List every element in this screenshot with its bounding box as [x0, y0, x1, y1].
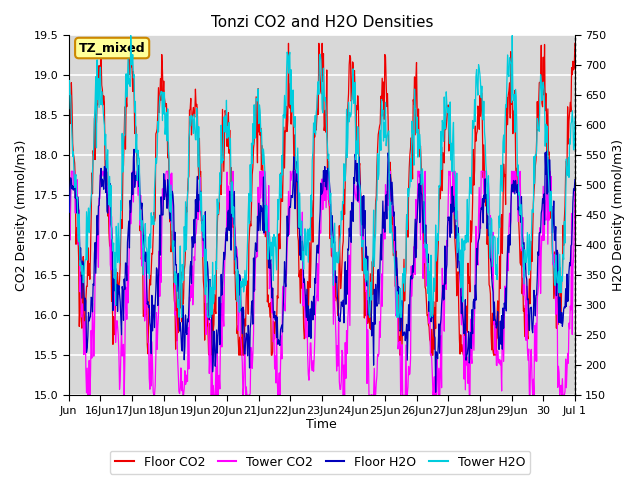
Floor CO2 [375, 128, 383, 133]
Floor H2O [374, 266, 382, 272]
Tower H2O [124, 56, 132, 62]
Floor H2O [218, 292, 226, 298]
Line: Tower CO2: Tower CO2 [68, 171, 575, 395]
Tower CO2 [68, 168, 76, 174]
Tower H2O [219, 156, 227, 162]
Y-axis label: CO2 Density (mmol/m3): CO2 Density (mmol/m3) [15, 140, 28, 291]
Tower CO2 [263, 223, 271, 229]
Floor CO2 [263, 221, 271, 227]
Floor CO2 [244, 278, 252, 284]
Floor H2O [65, 193, 72, 199]
Floor H2O [243, 332, 251, 337]
Floor H2O [432, 389, 440, 395]
Line: Floor H2O: Floor H2O [68, 149, 575, 392]
Tower H2O [375, 171, 383, 177]
Tower CO2 [375, 351, 383, 357]
Floor CO2 [207, 352, 215, 358]
Tower CO2 [244, 392, 252, 398]
Tower CO2 [84, 392, 92, 398]
Tower CO2 [403, 392, 411, 397]
Tower CO2 [125, 231, 133, 237]
Floor CO2 [219, 107, 227, 112]
Floor CO2 [65, 96, 72, 101]
Text: TZ_mixed: TZ_mixed [79, 42, 145, 55]
X-axis label: Time: Time [307, 419, 337, 432]
Floor CO2 [571, 40, 579, 46]
Tower H2O [263, 203, 271, 208]
Line: Tower H2O: Tower H2O [68, 36, 575, 317]
Tower H2O [403, 227, 411, 232]
Line: Floor CO2: Floor CO2 [68, 43, 575, 355]
Floor H2O [262, 203, 270, 208]
Floor CO2 [403, 212, 411, 217]
Tower H2O [65, 106, 72, 111]
Floor H2O [571, 177, 579, 182]
Floor H2O [124, 229, 132, 235]
Floor CO2 [125, 40, 132, 46]
Tower CO2 [571, 182, 579, 188]
Legend: Floor CO2, Tower CO2, Floor H2O, Tower H2O: Floor CO2, Tower CO2, Floor H2O, Tower H… [109, 451, 531, 474]
Floor H2O [130, 146, 138, 152]
Tower CO2 [65, 225, 72, 230]
Floor H2O [403, 322, 410, 327]
Y-axis label: H2O Density (mmol/m3): H2O Density (mmol/m3) [612, 139, 625, 291]
Tower H2O [571, 115, 579, 121]
Tower H2O [127, 33, 134, 38]
Tower CO2 [219, 285, 227, 290]
Title: Tonzi CO2 and H2O Densities: Tonzi CO2 and H2O Densities [211, 15, 433, 30]
Floor CO2 [124, 78, 132, 84]
Tower H2O [175, 314, 183, 320]
Tower H2O [244, 238, 252, 244]
